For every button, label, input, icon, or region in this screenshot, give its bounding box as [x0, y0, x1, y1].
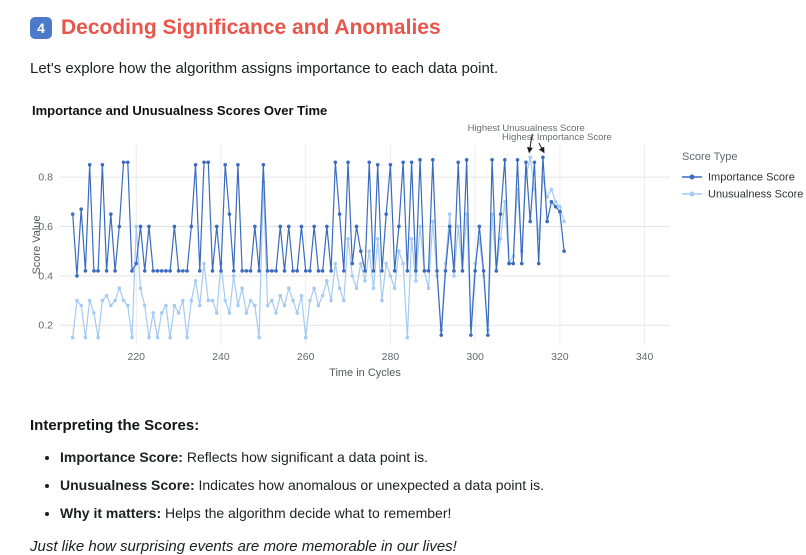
svg-text:320: 320 [551, 351, 569, 363]
chart-canvas: 220 240 260 280 300 320 340 0.2 0.4 0.6 0.8 Time in… [31, 123, 803, 379]
svg-text:260: 260 [297, 351, 315, 363]
list-item-importance: Importance Score: Reflects how significa… [60, 449, 778, 465]
svg-text:Highest Unusualness Score: Highest Unusualness Score [468, 123, 585, 134]
svg-text:Score Value: Score Value [31, 216, 43, 275]
svg-text:Score Type: Score Type [682, 151, 737, 163]
bullet-text: Reflects how significant a data point is… [182, 449, 429, 466]
score-list: Importance Score: Reflects how significa… [30, 449, 778, 521]
svg-text:220: 220 [127, 351, 145, 363]
bullet-term: Why it matters: [60, 505, 162, 522]
bullet-text: Indicates how anomalous or unexpected a … [194, 477, 545, 494]
svg-text:0.2: 0.2 [38, 320, 53, 332]
page-header: 4 Decoding Significance and Anomalies [30, 16, 778, 39]
svg-text:0.6: 0.6 [38, 221, 53, 233]
list-item-why: Why it matters: Helps the algorithm deci… [60, 505, 778, 521]
chart-block: Importance and Unusualness Scores Over T… [30, 103, 803, 391]
chart-title: Importance and Unusualness Scores Over T… [32, 103, 328, 119]
svg-text:Time in Cycles: Time in Cycles [329, 367, 401, 379]
svg-text:Unusualness Score: Unusualness Score [708, 189, 803, 201]
list-item-unusualness: Unusualness Score: Indicates how anomalo… [60, 477, 778, 493]
bullet-term: Importance Score: [60, 449, 183, 466]
svg-text:Importance Score: Importance Score [708, 172, 795, 184]
svg-text:0.4: 0.4 [38, 270, 53, 282]
svg-text:Highest Importance Score: Highest Importance Score [502, 132, 612, 143]
footer-note: Just like how surprising events are more… [30, 538, 457, 555]
bullet-term: Unusualness Score: [60, 477, 195, 494]
page-title: Decoding Significance and Anomalies [61, 16, 441, 39]
svg-text:300: 300 [466, 351, 484, 363]
bullet-text: Helps the algorithm decide what to remem… [161, 505, 452, 522]
intro-text: Let's explore how the algorithm assigns … [30, 60, 499, 78]
svg-text:240: 240 [212, 351, 230, 363]
interpreting-heading: Interpreting the Scores: [30, 417, 200, 435]
svg-text:280: 280 [382, 351, 400, 363]
svg-text:0.8: 0.8 [38, 172, 53, 184]
section-number-badge: 4 [30, 16, 52, 39]
svg-text:340: 340 [636, 351, 654, 363]
